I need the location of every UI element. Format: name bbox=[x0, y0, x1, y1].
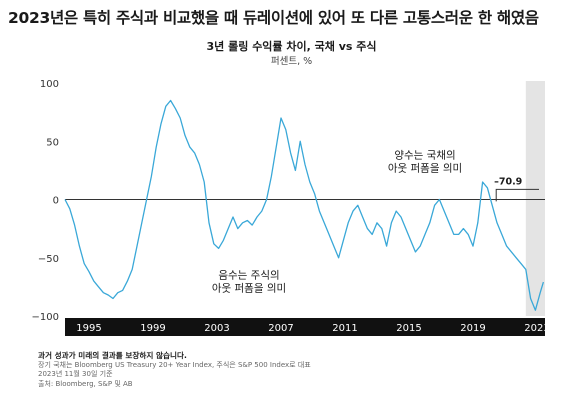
y-tick-label: 0 bbox=[53, 196, 59, 207]
value-label: –70.9 bbox=[494, 176, 522, 187]
x-tick-label: 1999 bbox=[140, 323, 165, 334]
x-tick-label: 1995 bbox=[76, 323, 101, 334]
footnote-index: 장기 국채는 Bloomberg US Treasury 20+ Year In… bbox=[38, 360, 311, 369]
chart-title: 3년 롤링 수익률 차이, 국채 vs 주식 bbox=[206, 40, 377, 53]
x-tick-label: 2003 bbox=[204, 323, 229, 334]
y-tick-label: −50 bbox=[38, 254, 59, 265]
y-tick-label: 100 bbox=[40, 79, 59, 90]
y-tick-label: −100 bbox=[32, 312, 59, 323]
y-tick-label: 50 bbox=[46, 137, 59, 148]
footnote-date: 2023년 11월 30일 기준 bbox=[38, 370, 113, 379]
annotation-label: 양수는 국채의 bbox=[394, 150, 455, 162]
annotation-label: 음수는 주식의 bbox=[218, 270, 279, 282]
disclaimer: 과거 성과가 미래의 결과를 보장하지 않습니다. bbox=[38, 351, 187, 360]
footer: 과거 성과가 미래의 결과를 보장하지 않습니다. 장기 국채는 Bloombe… bbox=[38, 351, 311, 389]
annotation-label: 아웃 퍼폼을 의미 bbox=[388, 163, 462, 175]
annotation-label: 아웃 퍼폼을 의미 bbox=[212, 283, 286, 295]
x-tick-label: 2019 bbox=[460, 323, 485, 334]
x-tick-label: 2015 bbox=[396, 323, 421, 334]
series-line bbox=[64, 99, 545, 311]
x-axis-bar bbox=[65, 318, 545, 336]
shaded-region bbox=[525, 81, 545, 316]
footnote-source: 출처: Bloomberg, S&P 및 AB bbox=[38, 379, 133, 388]
x-tick-label: 2023 bbox=[524, 323, 549, 334]
headline: 2023년은 특히 주식과 비교했을 때 듀레이션에 있어 또 다른 고통스러운… bbox=[8, 9, 539, 27]
x-tick-label: 2011 bbox=[332, 323, 357, 334]
value-bracket bbox=[495, 188, 539, 202]
chart-subtitle: 퍼센트, % bbox=[270, 56, 313, 67]
x-tick-label: 2007 bbox=[268, 323, 293, 334]
